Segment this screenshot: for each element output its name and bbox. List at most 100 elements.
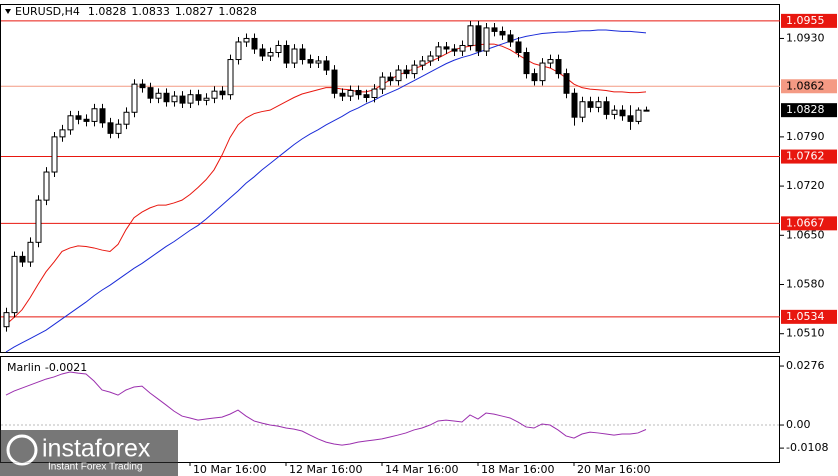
candle-body (67, 115, 74, 131)
indicator-tick-label: 0.0276 (786, 359, 825, 372)
header: EURUSD,H4 1.0828 1.0833 1.0827 1.0828 (5, 5, 257, 18)
symbol: EURUSD,H4 (15, 5, 80, 18)
x-tick-label: 10 Mar 16:00 (193, 463, 266, 476)
candle-body (187, 94, 194, 104)
candle-body (387, 76, 394, 82)
candle-body (75, 115, 82, 120)
y-tick-label: 1.0930 (786, 31, 825, 44)
candle-body (99, 108, 106, 124)
candle-body (499, 30, 506, 36)
candle-body (275, 44, 282, 54)
ohlc-high: 1.0833 (131, 5, 170, 18)
candle-body (267, 52, 274, 57)
watermark: instaforex Instant Forex Trading (0, 430, 178, 476)
candle-body (563, 73, 570, 94)
candle-body (395, 69, 402, 82)
moving-average (5, 29, 647, 353)
candle-body (611, 109, 618, 115)
candle-body (259, 48, 266, 57)
candle-body (483, 27, 490, 52)
plot: 1.0930 1.0790 1.0720 1.0650 1.0580 1.0510 0.02… (1, 14, 837, 476)
candle-body (291, 48, 298, 64)
candle-body (355, 89, 362, 96)
candle-body (91, 108, 98, 122)
watermark-tagline: Instant Forex Trading (48, 462, 143, 473)
moving-average (5, 43, 647, 325)
candle-body (595, 101, 602, 108)
level-box (781, 13, 837, 28)
candle-body (195, 94, 202, 101)
candle-body (315, 60, 322, 64)
candle-body (451, 48, 458, 52)
candle-body (163, 92, 170, 103)
level-label: 1.0762 (786, 150, 825, 163)
candle-body (603, 101, 610, 115)
candle-body (203, 97, 210, 101)
candle-body (179, 95, 186, 104)
candle-body (115, 123, 122, 134)
y-tick-label: 1.0790 (786, 130, 825, 143)
candle-body (27, 241, 34, 263)
y-tick-label: 1.0720 (786, 179, 825, 192)
ohlc-close: 1.0828 (218, 5, 257, 18)
candle-body (139, 83, 146, 89)
candle-body (363, 94, 370, 99)
candle-body (411, 64, 418, 75)
candle-body (555, 59, 562, 75)
candle-body (467, 25, 474, 46)
candle-body (547, 59, 554, 64)
candle-body (107, 122, 114, 134)
indicator-tick-label: -0.0108 (786, 441, 828, 454)
candle-body (635, 109, 642, 122)
x-tick-label: 18 Mar 16:00 (481, 463, 554, 476)
y-tick-label: 1.0580 (786, 278, 825, 291)
candle-body (627, 115, 634, 122)
candle-body (299, 48, 306, 61)
candle-body (507, 34, 514, 43)
level-box (781, 149, 837, 164)
candle-body (587, 101, 594, 108)
level-label: 1.0955 (786, 14, 825, 27)
candle-body (243, 37, 250, 43)
candle-body (283, 44, 290, 64)
candle-body (619, 109, 626, 117)
candle-body (51, 136, 58, 173)
candle-body (459, 44, 466, 52)
candle-body (43, 171, 50, 201)
indicator-label: Marlin -0.0021 (7, 361, 87, 374)
indicator-value: -0.0021 (45, 361, 87, 374)
candle-body (147, 87, 154, 99)
level-box (781, 79, 837, 94)
candle-body (515, 41, 522, 54)
candle-body (419, 60, 426, 66)
candle-body (579, 101, 586, 118)
indicator-panel (0, 356, 780, 463)
collapse-arrow (5, 9, 11, 14)
x-tick-label: 20 Mar 16:00 (577, 463, 650, 476)
candle-body (59, 129, 66, 138)
indicator-name: Marlin (7, 361, 41, 374)
candle-body (371, 88, 378, 99)
candle-body (131, 83, 138, 113)
candle-body (339, 92, 346, 97)
candle-body (539, 62, 546, 82)
candles (3, 20, 650, 332)
ohlc-low: 1.0827 (175, 5, 214, 18)
candle-body (171, 95, 178, 103)
candle-body (531, 73, 538, 82)
x-tick-label: 12 Mar 16:00 (289, 463, 362, 476)
y-tick-label: 1.0510 (786, 327, 825, 340)
candle-body (491, 27, 498, 32)
header-text: EURUSD,H4 1.0828 1.0833 1.0827 1.0828 (15, 5, 257, 18)
candle-body (475, 25, 482, 52)
candle-body (11, 255, 18, 314)
candle-body (123, 111, 130, 125)
indicator (1, 371, 780, 446)
ohlc-open: 1.0828 (88, 5, 127, 18)
candle-body (435, 46, 442, 57)
candle-body (427, 55, 434, 62)
level-box (781, 309, 837, 324)
candle-body (155, 92, 162, 99)
